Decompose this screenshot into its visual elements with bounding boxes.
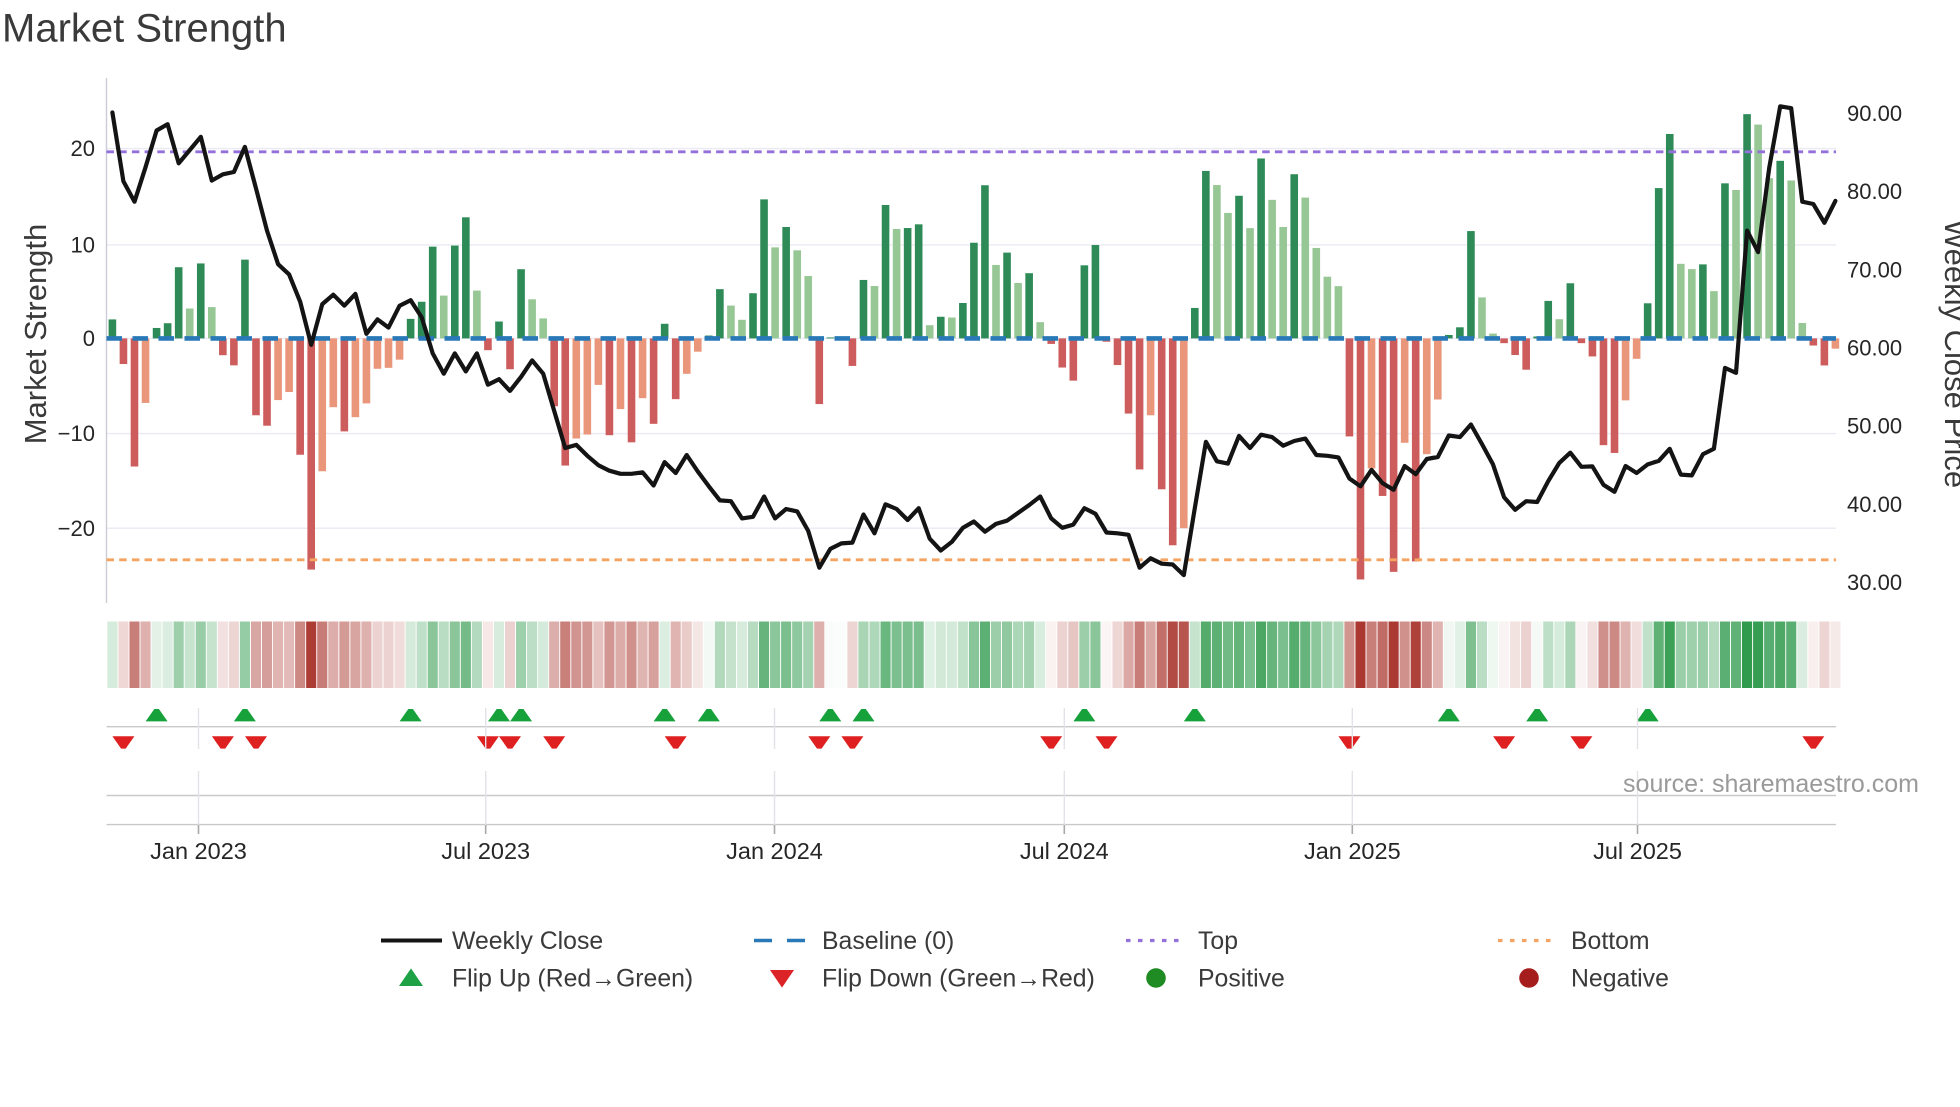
svg-text:40.00: 40.00	[1847, 492, 1902, 517]
svg-text:Negative: Negative	[1571, 966, 1669, 993]
svg-text:0: 0	[83, 326, 95, 351]
svg-text:20: 20	[71, 136, 95, 161]
svg-text:−20: −20	[58, 516, 95, 541]
svg-text:80.00: 80.00	[1847, 179, 1902, 204]
svg-text:Jan 2023: Jan 2023	[150, 838, 247, 864]
svg-text:50.00: 50.00	[1847, 414, 1902, 439]
svg-text:Market Strength: Market Strength	[18, 224, 53, 445]
svg-text:Jan 2025: Jan 2025	[1304, 838, 1401, 864]
svg-text:Positive: Positive	[1198, 966, 1285, 993]
svg-text:source: sharemaestro.com: source: sharemaestro.com	[1623, 770, 1919, 798]
svg-text:Jul 2024: Jul 2024	[1020, 838, 1109, 864]
svg-text:Weekly Close: Weekly Close	[452, 928, 603, 955]
svg-text:Market Strength: Market Strength	[2, 7, 287, 51]
svg-text:Flip Up (Red→Green): Flip Up (Red→Green)	[452, 966, 693, 993]
svg-text:90.00: 90.00	[1847, 101, 1902, 126]
svg-text:−10: −10	[58, 421, 95, 446]
svg-text:Bottom: Bottom	[1571, 928, 1650, 955]
svg-text:10: 10	[71, 233, 95, 258]
svg-text:Jan 2024: Jan 2024	[726, 838, 823, 864]
svg-text:30.00: 30.00	[1847, 570, 1902, 595]
svg-text:60.00: 60.00	[1847, 336, 1902, 361]
svg-text:70.00: 70.00	[1847, 257, 1902, 282]
svg-text:Top: Top	[1198, 928, 1238, 955]
svg-text:Weekly Close Price: Weekly Close Price	[1938, 220, 1960, 488]
svg-text:Jul 2025: Jul 2025	[1593, 838, 1682, 864]
svg-text:Flip Down (Green→Red): Flip Down (Green→Red)	[822, 966, 1095, 993]
svg-text:Baseline (0): Baseline (0)	[822, 928, 954, 955]
svg-text:Jul 2023: Jul 2023	[441, 838, 530, 864]
